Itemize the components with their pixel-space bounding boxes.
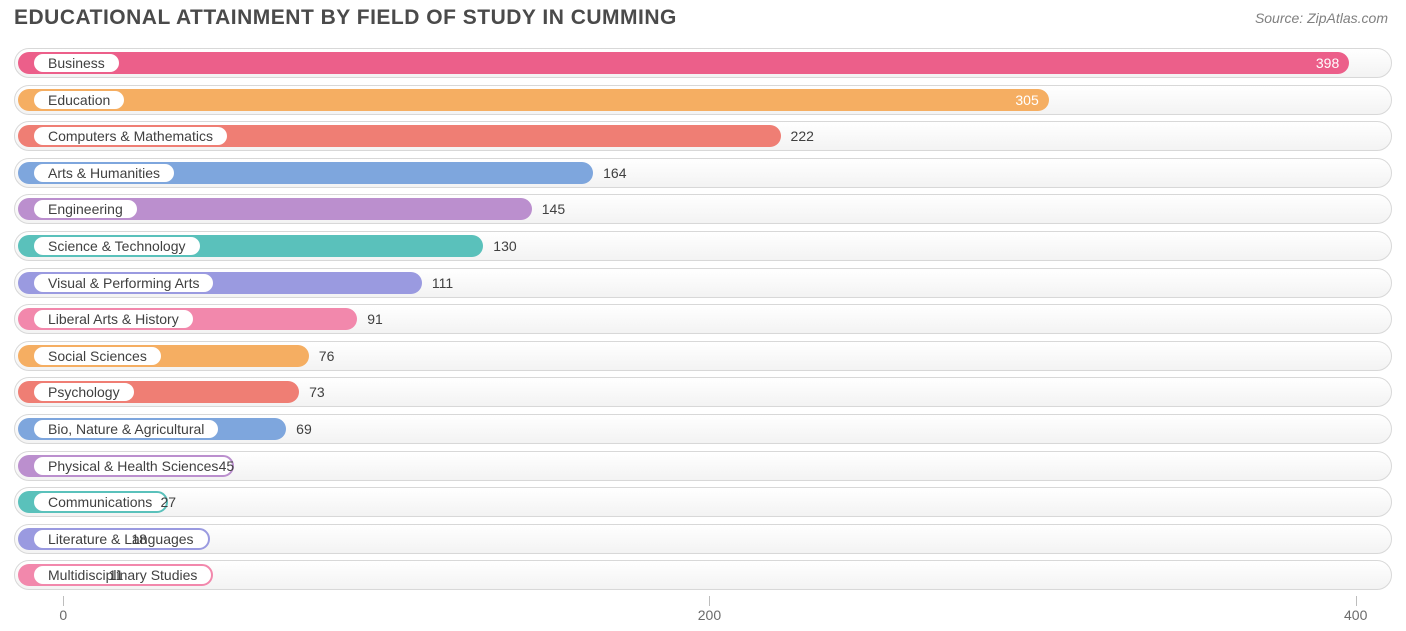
bar-value: 18 [131,524,147,554]
category-pill: Computers & Mathematics [32,125,229,147]
chart-row: Communications27 [14,487,1392,517]
chart-row: Engineering 145 [14,194,1392,224]
bar-value: 76 [319,341,335,371]
category-pill: Physical & Health Sciences [32,455,234,477]
bar-value: 222 [791,121,814,151]
bar-fill [18,52,1349,74]
bar-value: 11 [109,560,124,590]
bar-track [14,560,1392,590]
bar-value: 130 [493,231,516,261]
axis-tick-label: 400 [1344,607,1367,623]
bar-value: 111 [432,268,453,298]
category-pill: Science & Technology [32,235,202,257]
category-pill: Literature & Languages [32,528,210,550]
bar-track [14,524,1392,554]
chart-row: Literature & Languages18 [14,524,1392,554]
bar-value: 27 [160,487,176,517]
category-pill: Education [32,89,126,111]
chart-row: Bio, Nature & Agricultural 69 [14,414,1392,444]
bar-track [14,487,1392,517]
axis-tick-label: 200 [698,607,721,623]
chart-row: Multidisciplinary Studies11 [14,560,1392,590]
chart-row: Business 398 [14,48,1392,78]
chart-row: Psychology 73 [14,377,1392,407]
category-pill: Engineering [32,198,139,220]
chart-row: Education 305 [14,85,1392,115]
chart-row: Social Sciences 76 [14,341,1392,371]
chart-source: Source: ZipAtlas.com [1255,6,1388,26]
chart-title: EDUCATIONAL ATTAINMENT BY FIELD OF STUDY… [14,6,677,30]
bar-fill [18,89,1049,111]
bar-chart: Business 398 Education 305 Computers & Mathe… [14,48,1392,597]
chart-row: Physical & Health Sciences45 [14,451,1392,481]
category-pill: Communications [32,491,168,513]
category-pill: Arts & Humanities [32,162,176,184]
category-pill: Bio, Nature & Agricultural [32,418,220,440]
category-pill: Psychology [32,381,136,403]
axis-tick-label: 0 [59,607,67,623]
chart-row: Arts & Humanities 164 [14,158,1392,188]
category-pill: Business [32,52,121,74]
bar-value: 305 [1015,85,1048,115]
bar-value: 69 [296,414,312,444]
bar-value: 164 [603,158,626,188]
axis-tick [1356,596,1357,606]
bar-value: 398 [1316,48,1349,78]
chart-row: Liberal Arts & History 91 [14,304,1392,334]
chart-row: Computers & Mathematics 222 [14,121,1392,151]
bar-value: 91 [367,304,383,334]
category-pill: Visual & Performing Arts [32,272,215,294]
chart-row: Visual & Performing Arts 111 [14,268,1392,298]
bar-value: 73 [309,377,325,407]
bar-value: 145 [542,194,565,224]
axis-tick [63,596,64,606]
category-pill: Liberal Arts & History [32,308,195,330]
bar-value: 45 [219,451,235,481]
chart-header: EDUCATIONAL ATTAINMENT BY FIELD OF STUDY… [0,0,1406,30]
axis-tick [709,596,710,606]
category-pill: Social Sciences [32,345,163,367]
chart-row: Science & Technology 130 [14,231,1392,261]
